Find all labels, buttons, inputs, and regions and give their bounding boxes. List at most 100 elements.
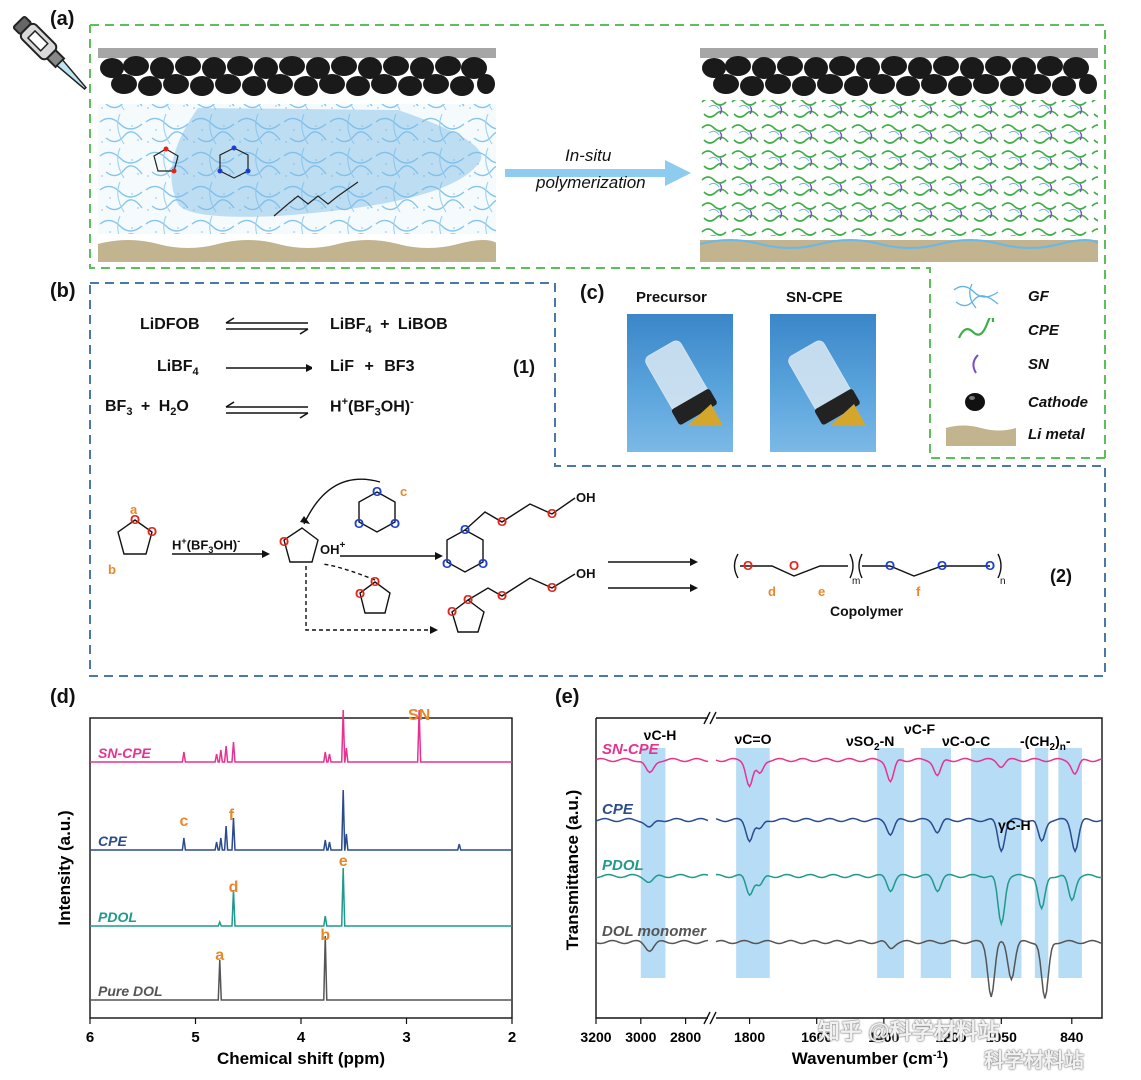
vial-icon bbox=[645, 340, 723, 426]
panel-d-label: (d) bbox=[50, 686, 76, 708]
svg-text:O: O bbox=[279, 534, 289, 549]
x-tick-label: 2 bbox=[508, 1029, 516, 1046]
absorption-band bbox=[920, 748, 951, 978]
eq3-left-b-end: O bbox=[176, 398, 189, 415]
series-label: PDOL bbox=[602, 857, 644, 874]
ftir-series-1-right bbox=[715, 817, 1103, 854]
x-tick-label: 1600 bbox=[801, 1029, 832, 1045]
series-label: SN-CPE bbox=[602, 741, 660, 758]
site-label-a: a bbox=[130, 502, 138, 517]
eq2-left: LiBF4 bbox=[157, 358, 199, 378]
x-tick-label: 4 bbox=[297, 1029, 306, 1046]
copolymer-label: Copolymer bbox=[830, 603, 904, 619]
legend-label-sn: SN bbox=[1028, 356, 1049, 373]
eq2-right: LiF + BF3 bbox=[330, 358, 414, 376]
ftir-series-3-right bbox=[715, 939, 1103, 999]
svg-text:O: O bbox=[743, 558, 753, 573]
legend-item-cpe: CPE bbox=[940, 316, 1130, 346]
oh-plus-label: OH+ bbox=[320, 540, 346, 557]
series-label: CPE bbox=[98, 833, 127, 849]
peak-label-e: e bbox=[339, 853, 348, 870]
eq2-plus: + bbox=[364, 358, 374, 375]
equilibrium-arrow-3 bbox=[225, 401, 309, 419]
svg-text:OH: OH bbox=[576, 566, 596, 581]
svg-text:O: O bbox=[463, 592, 473, 607]
legend-label-li-metal: Li metal bbox=[1028, 426, 1085, 443]
precursor-vial-photo bbox=[627, 314, 733, 452]
nmr-series-3 bbox=[90, 935, 512, 1001]
polymerized-cell-diagram bbox=[700, 48, 1098, 262]
precursor-cell-diagram bbox=[98, 48, 496, 262]
x-tick-label: 1800 bbox=[734, 1029, 765, 1045]
svg-text:O: O bbox=[547, 580, 557, 595]
peak-label-c: c bbox=[179, 813, 188, 830]
site-label-b: b bbox=[108, 562, 116, 577]
glass-fiber-icon bbox=[953, 283, 999, 309]
ftir-series-2-right bbox=[715, 873, 1103, 927]
watermark-line2: 科学材料站 bbox=[984, 1050, 1084, 1072]
x-tick-label: 1400 bbox=[868, 1029, 899, 1045]
nmr-series-2 bbox=[90, 867, 512, 927]
x-tick-label: 3000 bbox=[625, 1029, 656, 1045]
peak-label-a: a bbox=[215, 947, 224, 964]
reaction-arrow-2 bbox=[226, 364, 312, 372]
legend-item-sn: SN bbox=[940, 350, 1130, 380]
panel-b-label: (b) bbox=[50, 280, 76, 302]
eq2-left-sub: 4 bbox=[192, 366, 199, 379]
y-axis-label: Intensity (a.u.) bbox=[55, 810, 74, 925]
x-axis-label: Chemical shift (ppm) bbox=[217, 1049, 385, 1068]
y-axis-label: Transmittance (a.u.) bbox=[563, 790, 582, 951]
ftir-series-3-left bbox=[595, 939, 709, 953]
nmr-chart: 6 5 4 3 2 Chemical shift (ppm) Intensity (a.u.… bbox=[55, 707, 516, 1068]
eq3-left-b-sub: 2 bbox=[170, 406, 177, 419]
ftir-series-1-left bbox=[595, 817, 709, 828]
peak-label-SN: SN bbox=[408, 707, 430, 724]
absorption-band bbox=[1034, 748, 1049, 978]
eq1-plus: + bbox=[380, 316, 390, 333]
band-label-ch2n: -(CH2)n- bbox=[1020, 733, 1071, 753]
eq-number-2: (2) bbox=[1050, 566, 1072, 586]
watermark-line1: 知乎 @科学材料站 bbox=[818, 1019, 1000, 1044]
eq3-right-mid: (BF bbox=[348, 398, 375, 416]
svg-text:O: O bbox=[354, 516, 364, 531]
band-label-vco: νC=O bbox=[735, 731, 772, 747]
x-tick-label: 1050 bbox=[986, 1029, 1017, 1045]
site-label-d: d bbox=[768, 584, 776, 599]
sn-chain-icon bbox=[972, 354, 979, 374]
nmr-series-1 bbox=[90, 789, 512, 851]
site-label-c: c bbox=[400, 484, 407, 499]
band-label-vcoc: νC-O-C bbox=[942, 733, 990, 749]
x-tick-label: 6 bbox=[86, 1029, 94, 1046]
ftir-series-0-left bbox=[595, 757, 709, 774]
absorption-band bbox=[971, 748, 1022, 978]
legend-item-cathode: Cathode bbox=[940, 388, 1130, 418]
panel-b-frame bbox=[89, 282, 1106, 677]
absorption-band bbox=[1058, 748, 1082, 978]
li-metal-icon bbox=[946, 425, 1016, 446]
panel-a-frame bbox=[89, 24, 1106, 459]
series-label: DOL monomer bbox=[602, 923, 707, 940]
eq3-right: H+(BF3OH)- bbox=[330, 396, 414, 419]
band-label-vcf: νC-F bbox=[904, 721, 936, 737]
ftir-series-2-left bbox=[595, 873, 709, 884]
panel-c-label: (c) bbox=[580, 282, 605, 304]
svg-text:O: O bbox=[447, 604, 457, 619]
arrow-label-line2: polymerization bbox=[536, 173, 646, 192]
plot-frame bbox=[595, 717, 1103, 1019]
svg-text:O: O bbox=[442, 556, 452, 571]
absorption-band bbox=[640, 748, 666, 978]
pipette-icon bbox=[12, 15, 87, 90]
subscript-m: m bbox=[852, 576, 860, 587]
ftir-series-0-right bbox=[715, 757, 1103, 789]
arrow-label-line1: In-situ bbox=[565, 146, 612, 165]
svg-text:O: O bbox=[130, 512, 140, 527]
eq3-left: BF3 + H2O bbox=[105, 398, 189, 418]
series-label: CPE bbox=[602, 801, 634, 818]
legend-label-cathode: Cathode bbox=[1028, 394, 1088, 411]
panel-a-label: (a) bbox=[50, 8, 75, 30]
peak-label-f: f bbox=[229, 807, 235, 824]
panel-e-label: (e) bbox=[555, 686, 580, 708]
x-tick-label: 1200 bbox=[935, 1029, 966, 1045]
sn-cpe-label: SN-CPE bbox=[786, 289, 843, 306]
